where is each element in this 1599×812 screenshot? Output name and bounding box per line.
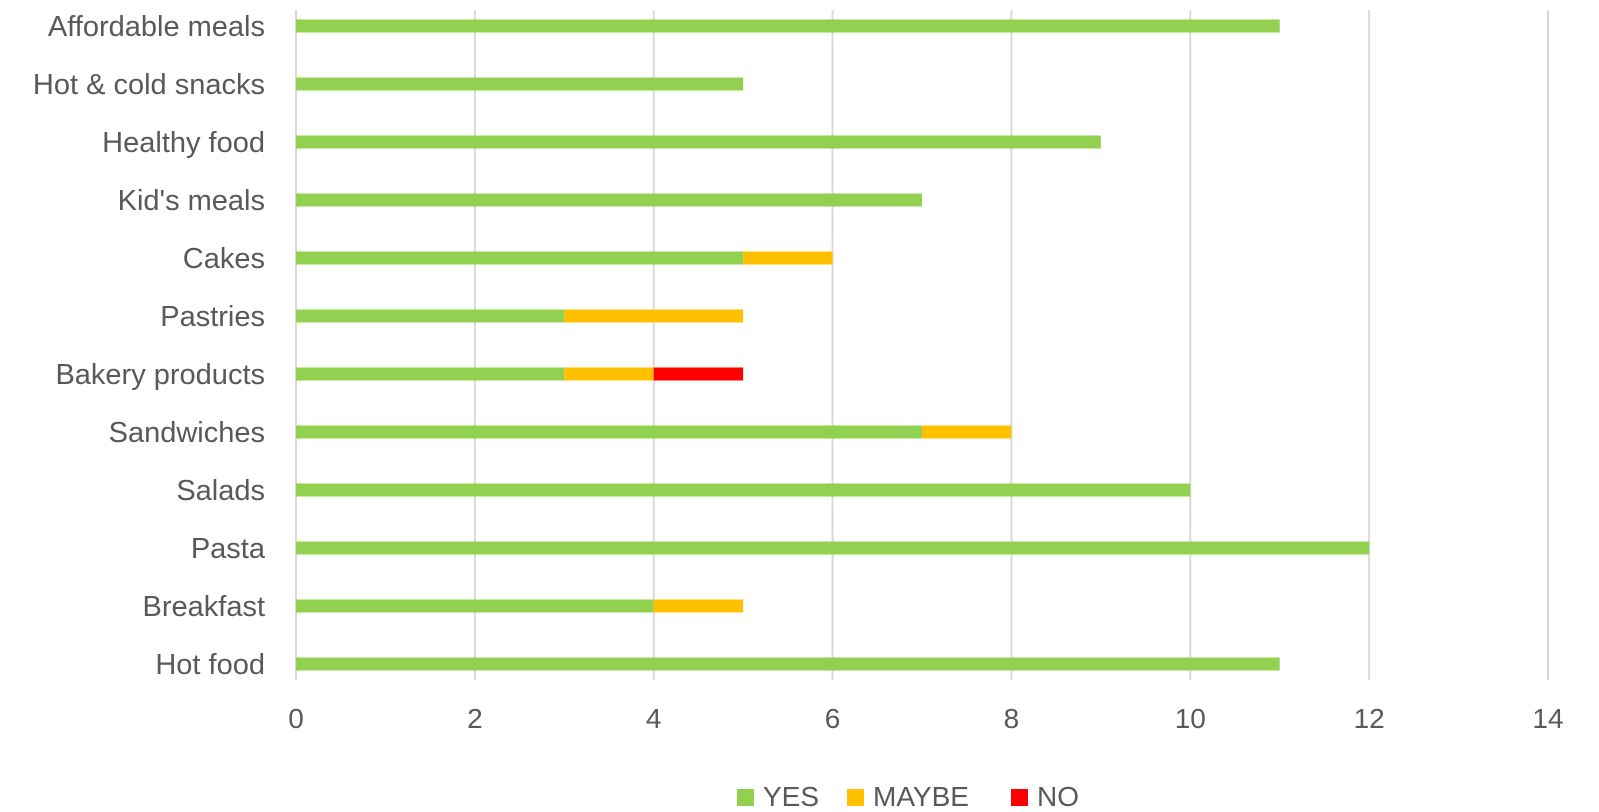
legend-swatch-yes	[737, 789, 754, 806]
bar-segment-maybe	[743, 251, 833, 265]
x-tick-label: 2	[467, 703, 483, 734]
bar-segment-yes	[296, 193, 922, 207]
bar-segment-maybe	[653, 599, 744, 613]
legend-swatch-maybe	[847, 789, 864, 806]
bar-segment-maybe	[922, 425, 1012, 439]
x-tick-label: 4	[646, 703, 662, 734]
bar-segment-maybe	[564, 309, 744, 323]
legend-label: YES	[763, 781, 819, 812]
bar-segment-yes	[296, 657, 1280, 671]
x-tick-label: 6	[825, 703, 841, 734]
legend-label: MAYBE	[873, 781, 969, 812]
x-tick-label: 0	[288, 703, 304, 734]
category-label: Kid's meals	[118, 185, 265, 217]
legend-swatch-no	[1011, 789, 1028, 806]
x-tick-label: 14	[1532, 703, 1563, 734]
bar-segment-no	[653, 367, 744, 381]
value-axis-tick-labels: 0 2 4 6 8 10 12 14	[288, 703, 1563, 734]
category-label: Salads	[176, 475, 265, 507]
bar-segment-maybe	[564, 367, 654, 381]
category-label: Bakery products	[55, 359, 265, 391]
bars	[296, 19, 1370, 671]
x-tick-label: 10	[1175, 703, 1206, 734]
category-axis-labels: Affordable meals Hot & cold snacks Healthy…	[33, 11, 266, 681]
category-label: Pasta	[191, 533, 266, 565]
gridlines	[295, 10, 1549, 680]
bar-segment-yes	[296, 77, 744, 91]
x-tick-label: 12	[1354, 703, 1385, 734]
x-tick-label: 8	[1004, 703, 1020, 734]
category-label: Hot & cold snacks	[33, 69, 265, 101]
legend: YES MAYBE NO	[737, 781, 1079, 812]
category-label: Pastries	[160, 301, 265, 333]
legend-label: NO	[1037, 781, 1079, 812]
bar-segment-yes	[296, 425, 922, 439]
bar-segment-yes	[296, 251, 744, 265]
bar-segment-yes	[296, 599, 654, 613]
category-label: Affordable meals	[48, 11, 265, 43]
category-label: Cakes	[183, 243, 265, 275]
bar-segment-yes	[296, 309, 565, 323]
category-label: Sandwiches	[109, 417, 265, 449]
bar-segment-yes	[296, 367, 565, 381]
bar-segment-yes	[296, 19, 1280, 33]
bar-segment-yes	[296, 135, 1101, 149]
bar-segment-yes	[296, 541, 1370, 555]
category-label: Hot food	[155, 649, 265, 681]
category-label: Breakfast	[143, 591, 266, 623]
bar-segment-yes	[296, 483, 1191, 497]
category-label: Healthy food	[102, 127, 265, 159]
